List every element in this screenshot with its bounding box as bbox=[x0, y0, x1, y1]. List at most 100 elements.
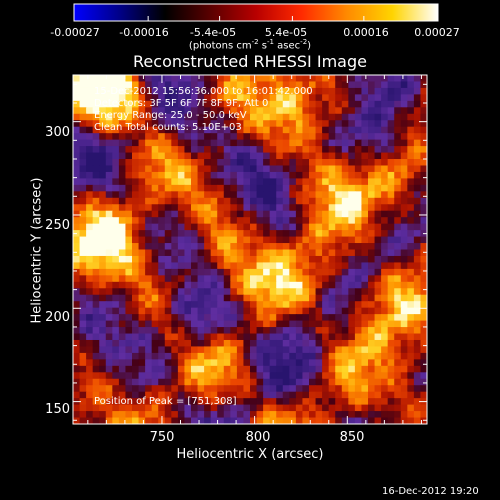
heatmap-cell bbox=[112, 146, 120, 154]
heatmap-cell bbox=[256, 126, 264, 134]
y-tick-label: 250 bbox=[45, 218, 70, 233]
heatmap-cell bbox=[387, 398, 395, 406]
heatmap-cell bbox=[132, 236, 140, 244]
heatmap-cell bbox=[99, 87, 107, 95]
heatmap-cell bbox=[407, 339, 415, 348]
units-exponent: -2 bbox=[251, 38, 259, 46]
heatmap-cell bbox=[184, 94, 192, 102]
heatmap-cell bbox=[112, 365, 120, 373]
heatmap-cell bbox=[289, 75, 297, 83]
heatmap-cell bbox=[230, 81, 238, 89]
heatmap-cell bbox=[315, 327, 323, 335]
heatmap-cell bbox=[328, 87, 336, 95]
heatmap-cell bbox=[335, 191, 343, 199]
heatmap-cell bbox=[184, 210, 192, 218]
heatmap-cell bbox=[263, 126, 271, 134]
heatmap-cell bbox=[315, 171, 323, 179]
heatmap-cell bbox=[256, 107, 264, 115]
heatmap-cell bbox=[164, 281, 172, 289]
heatmap-cell bbox=[374, 411, 382, 419]
heatmap-cell bbox=[387, 159, 395, 167]
heatmap-cell bbox=[387, 165, 395, 173]
heatmap-cell bbox=[112, 281, 120, 289]
heatmap-cell bbox=[138, 385, 146, 393]
heatmap-cell bbox=[322, 320, 330, 328]
heatmap-cell bbox=[236, 275, 245, 283]
heatmap-cell bbox=[99, 191, 107, 199]
heatmap-cell bbox=[361, 294, 369, 302]
heatmap-cell bbox=[263, 236, 271, 244]
heatmap-cell bbox=[105, 236, 113, 244]
heatmap-cell bbox=[328, 281, 336, 289]
heatmap-cell bbox=[394, 75, 402, 83]
heatmap-cell bbox=[263, 81, 271, 89]
heatmap-cell bbox=[138, 133, 146, 141]
heatmap-cell bbox=[230, 268, 238, 276]
heatmap-cell bbox=[374, 94, 382, 102]
heatmap-cell bbox=[341, 165, 349, 173]
heatmap-cell bbox=[420, 255, 427, 264]
heatmap-cell bbox=[256, 113, 264, 121]
heatmap-cell bbox=[73, 171, 81, 179]
heatmap-cell bbox=[256, 178, 264, 186]
heatmap-cell bbox=[282, 81, 290, 89]
heatmap-cell bbox=[335, 346, 343, 354]
heatmap-cell bbox=[276, 81, 284, 89]
heatmap-cell bbox=[276, 359, 284, 367]
heatmap-cell bbox=[118, 165, 127, 173]
heatmap-cell bbox=[348, 365, 356, 373]
heatmap-cell bbox=[250, 411, 258, 419]
heatmap-cell bbox=[191, 385, 199, 393]
heatmap-cell bbox=[184, 171, 192, 179]
heatmap-cell bbox=[361, 281, 369, 289]
heatmap-cell bbox=[381, 327, 389, 335]
heatmap-cell bbox=[309, 359, 317, 367]
heatmap-cell bbox=[86, 152, 94, 160]
heatmap-cell bbox=[79, 404, 87, 412]
heatmap-cell bbox=[263, 165, 271, 173]
heatmap-cell bbox=[250, 100, 258, 108]
heatmap-cell bbox=[118, 178, 127, 186]
heatmap-cell bbox=[217, 223, 225, 231]
heatmap-cell bbox=[99, 339, 107, 348]
heatmap-cell bbox=[210, 146, 218, 154]
heatmap-cell bbox=[302, 320, 310, 328]
heatmap-cell bbox=[309, 339, 317, 348]
heatmap-cell bbox=[92, 275, 100, 283]
heatmap-cell bbox=[374, 398, 382, 406]
heatmap-cell bbox=[145, 346, 153, 354]
heatmap-cell bbox=[387, 333, 395, 341]
heatmap-cell bbox=[309, 100, 317, 108]
heatmap-cell bbox=[302, 210, 310, 218]
heatmap-cell bbox=[151, 320, 159, 328]
heatmap-cell bbox=[210, 230, 218, 238]
heatmap-cell bbox=[400, 365, 408, 373]
heatmap-cell bbox=[387, 262, 395, 270]
heatmap-cell bbox=[86, 359, 94, 367]
heatmap-cell bbox=[132, 113, 140, 121]
heatmap-cell bbox=[289, 230, 297, 238]
heatmap-cell bbox=[400, 288, 408, 296]
heatmap-cell bbox=[197, 139, 205, 147]
heatmap-cell bbox=[191, 275, 199, 283]
heatmap-cell bbox=[223, 301, 231, 309]
heatmap-cell bbox=[243, 223, 251, 231]
heatmap-cell bbox=[105, 191, 113, 199]
heatmap-cell bbox=[204, 320, 212, 328]
heatmap-cell bbox=[132, 210, 140, 218]
heatmap-cell bbox=[256, 210, 264, 218]
heatmap-cell bbox=[73, 249, 81, 257]
heatmap-cell bbox=[374, 378, 382, 386]
heatmap-cell bbox=[86, 126, 94, 134]
heatmap-cell bbox=[73, 165, 81, 173]
heatmap-cell bbox=[118, 191, 127, 199]
heatmap-cell bbox=[73, 391, 81, 399]
heatmap-cell bbox=[269, 404, 277, 412]
heatmap-cell bbox=[145, 352, 153, 360]
heatmap-cell bbox=[420, 204, 427, 212]
heatmap-cell bbox=[289, 327, 297, 335]
heatmap-cell bbox=[99, 126, 107, 134]
heatmap-cell bbox=[341, 249, 349, 257]
heatmap-cell bbox=[374, 217, 382, 225]
heatmap-cell bbox=[282, 307, 290, 315]
